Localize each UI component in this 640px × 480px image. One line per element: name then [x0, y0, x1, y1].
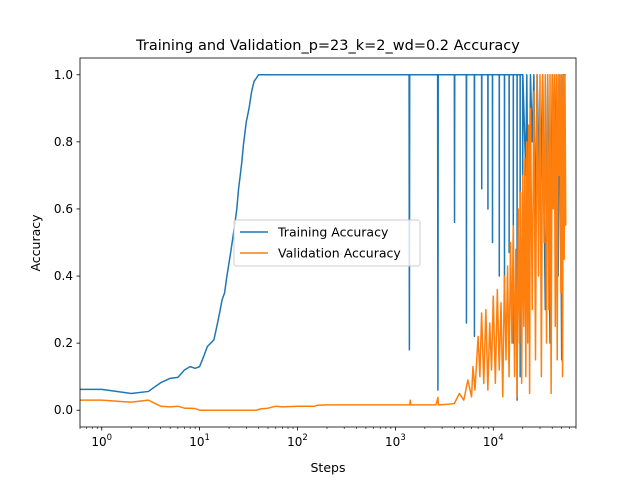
y-tick-label: 1.0 [54, 68, 73, 82]
legend-box [233, 219, 421, 267]
chart-title: Training and Validation_p=23_k=2_wd=0.2 … [135, 38, 520, 54]
legend: Training Accuracy Validation Accuracy [233, 219, 421, 267]
x-axis-label: Steps [311, 460, 346, 475]
x-axis: 100 101 102 103 104 [79, 427, 577, 449]
legend-label: Training Accuracy [277, 225, 389, 240]
x-tick-label: 102 [287, 433, 308, 449]
series-line-validation-accuracy [80, 74, 567, 411]
plot-frame [79, 57, 577, 428]
y-tick-label: 0.0 [54, 403, 73, 417]
y-tick-label: 0.2 [54, 336, 73, 350]
x-tick-label: 103 [385, 433, 406, 449]
x-tick-label: 101 [189, 433, 210, 449]
legend-label: Validation Accuracy [278, 246, 401, 261]
y-tick-label: 0.8 [54, 135, 73, 149]
x-tick-label: 100 [91, 433, 112, 449]
y-tick-label: 0.6 [54, 202, 73, 216]
y-axis-label: Accuracy [28, 214, 43, 272]
y-axis: 0.0 0.2 0.4 0.6 0.8 1.0 [54, 68, 80, 417]
y-tick-label: 0.4 [54, 269, 73, 283]
x-tick-label: 104 [483, 433, 504, 449]
plot-area [79, 57, 577, 428]
series-line-training-accuracy [80, 74, 566, 401]
